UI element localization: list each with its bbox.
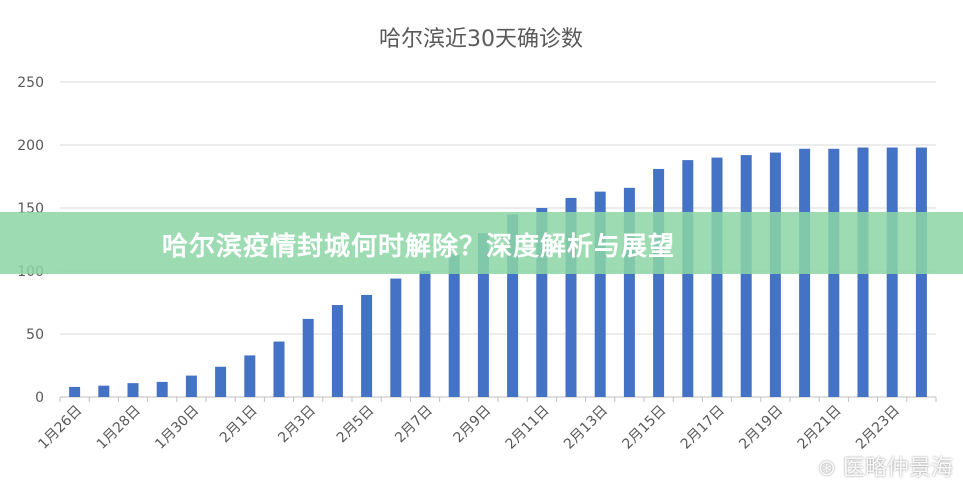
bar [419,271,431,397]
bar [69,386,81,397]
bar [156,381,168,397]
bar [448,254,460,397]
bar [302,318,314,397]
x-tick-label: 2月23日 [853,403,903,453]
bar [740,155,752,397]
x-tick-label: 2月7日 [392,403,436,447]
bar [185,375,197,397]
x-tick-label: 2月13日 [561,403,611,453]
bar [98,385,110,397]
y-tick-label: 250 [17,75,44,91]
x-tick-label: 2月1日 [217,403,261,447]
bar [331,305,343,397]
y-tick-label: 0 [35,390,44,406]
x-tick-label: 2月17日 [678,403,728,453]
bar [682,160,694,397]
x-tick-label: 2月19日 [736,403,786,453]
x-tick-label: 2月11日 [503,403,553,453]
x-tick-label: 2月3日 [275,403,319,447]
bar [244,355,256,397]
bar [653,168,665,397]
bar [477,233,489,397]
chart-title: 哈尔滨近30天确诊数 [379,27,583,52]
bar [273,341,285,397]
headline-banner: 哈尔滨疫情封城何时解除？深度解析与展望 [0,212,963,274]
y-tick-label: 200 [17,138,44,154]
bar [507,214,519,397]
bar [390,278,402,397]
headline-text: 哈尔滨疫情封城何时解除？深度解析与展望 [162,232,676,262]
x-tick-label: 2月9日 [451,403,495,447]
x-tick-label: 1月28日 [94,403,144,453]
bar [127,383,139,397]
bar [594,191,606,397]
bar [623,187,635,397]
x-tick-label: 2月5日 [334,403,378,447]
x-tick-label: 2月15日 [619,403,669,453]
bar [711,157,723,397]
bar [565,197,577,397]
x-axis-ticks: 1月26日 1月28日 1月30日 2月1日 2月3日 2月5日 2月7日 2月9日 2月11日… [35,397,937,453]
x-tick-label: 1月30日 [152,403,202,453]
y-tick-label: 50 [26,327,44,343]
x-tick-label: 1月26日 [35,403,85,453]
bar [215,366,227,397]
bar [536,208,548,397]
watermark: ⊛ 医略仲景海 [817,456,953,481]
x-tick-label: 2月21日 [795,403,845,453]
bar [361,294,373,397]
bar [769,152,781,397]
